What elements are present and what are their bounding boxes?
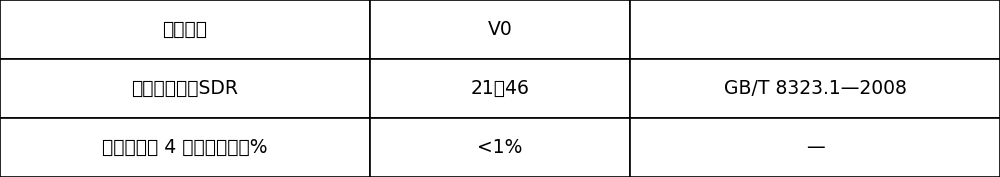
- Bar: [630, 59, 1000, 118]
- Text: GB/T 8323.1—2008: GB/T 8323.1—2008: [724, 79, 906, 98]
- Bar: [370, 0, 630, 59]
- Text: 浸泡硒酸酯 4 周后吸收率，%: 浸泡硒酸酯 4 周后吸收率，%: [102, 138, 268, 157]
- Bar: [0, 118, 370, 177]
- Bar: [630, 0, 1000, 59]
- Text: —: —: [806, 138, 824, 157]
- Bar: [370, 59, 630, 118]
- Bar: [0, 0, 370, 59]
- Text: <1%: <1%: [477, 138, 523, 157]
- Bar: [0, 59, 370, 118]
- Text: 烟密度等级，SDR: 烟密度等级，SDR: [132, 79, 239, 98]
- Text: 21～46: 21～46: [471, 79, 529, 98]
- Text: V0: V0: [488, 20, 512, 39]
- Text: 阻燃等级: 阻燃等级: [162, 20, 208, 39]
- Bar: [370, 118, 630, 177]
- Bar: [630, 118, 1000, 177]
